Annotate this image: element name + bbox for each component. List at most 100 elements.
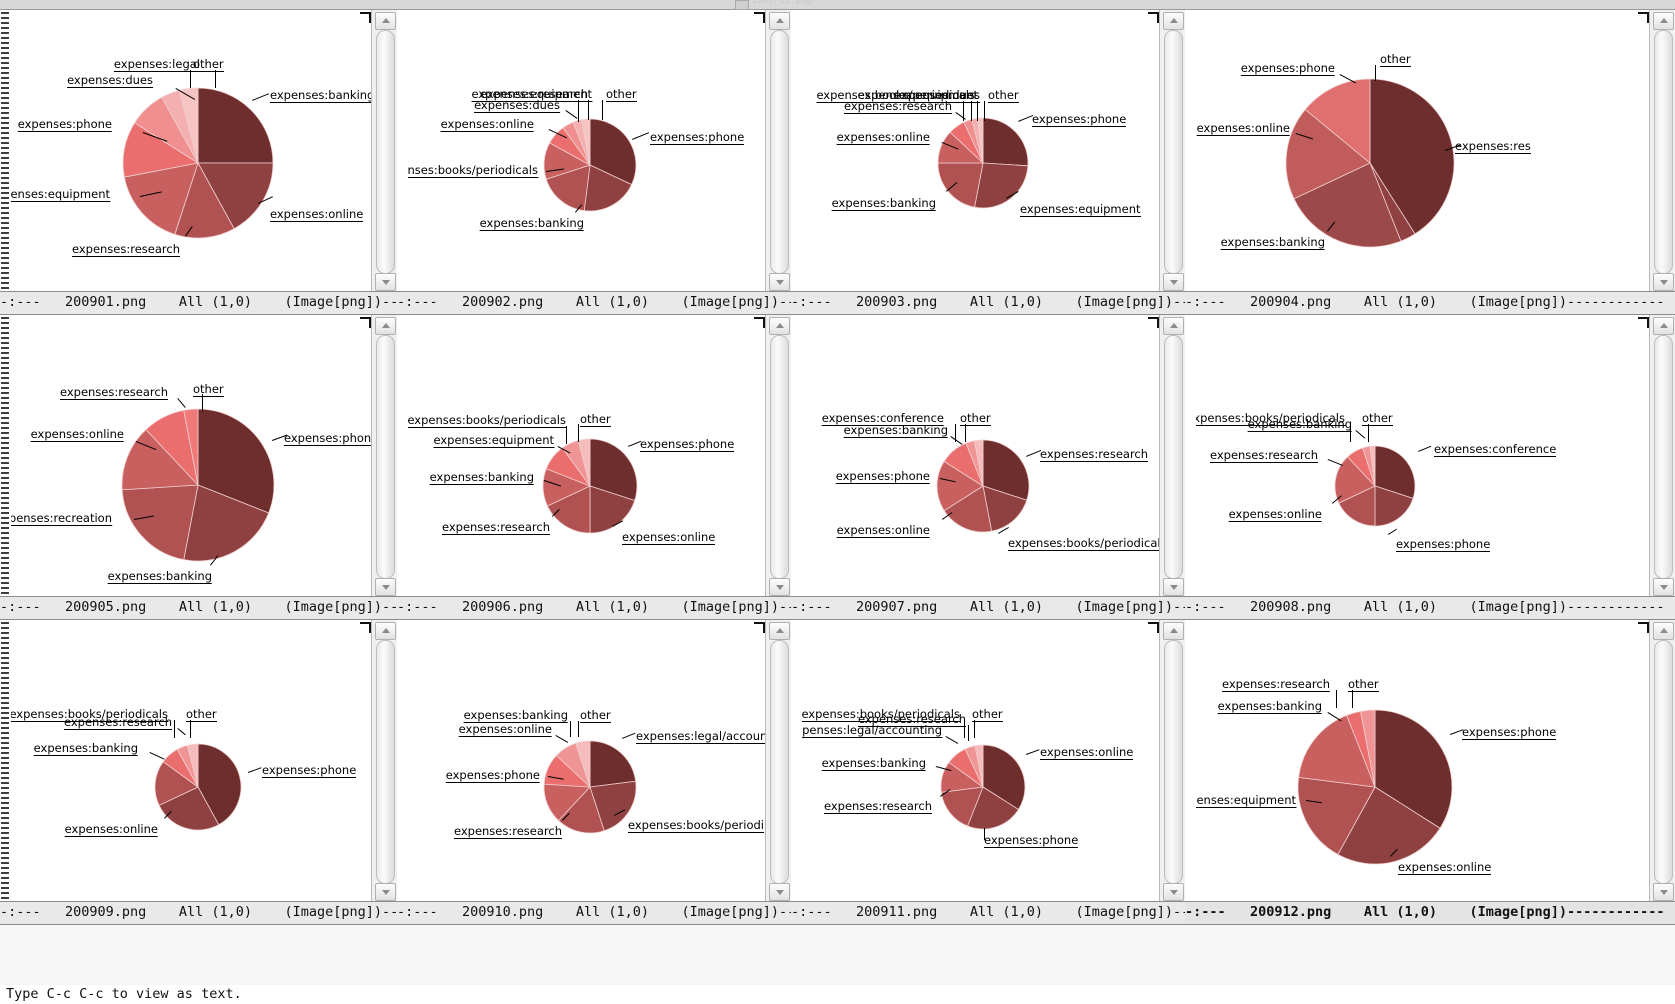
scrollbar-thumb[interactable] [1164,30,1183,274]
vertical-scrollbar[interactable] [1649,10,1675,293]
emacs-window-200912[interactable]: expenses:research other expenses:banking ex… [1185,620,1675,925]
image-canvas[interactable]: expenses:legal other expenses:dues expenses… [11,10,371,293]
mode-line-major-mode: (Image[png]) [648,904,780,920]
scrollbar-thumb[interactable] [1654,640,1673,884]
emacs-window-200903[interactable]: expenses:books/periodicals expenses:equip… [791,10,1185,315]
scroll-down-arrow-icon[interactable] [769,883,790,901]
scrollbar-thumb[interactable] [1164,335,1183,579]
scrollbar-thumb[interactable] [1654,335,1673,579]
window-row: expenses:legal other expenses:dues expenses… [0,10,1675,315]
pie-callout-label: expenses:phone [262,763,357,778]
mode-line[interactable]: -:--- 200904.png All (1,0) (Image[png])-… [1185,291,1675,315]
image-canvas[interactable]: expenses:books/periodicals other expenses:… [408,315,765,598]
image-canvas[interactable]: expenses:research other expenses:online exp… [11,315,371,598]
mode-line-status: -:--- [791,294,848,310]
emacs-window-200911[interactable]: expenses:books/periodicals other expenses:… [791,620,1185,925]
mode-line[interactable]: -:--- 200906.png All (1,0) (Image[png])-… [397,596,791,620]
scroll-down-arrow-icon[interactable] [375,578,396,596]
pie-slice [1304,78,1371,164]
scroll-up-arrow-icon[interactable] [375,12,396,30]
pie-callout-label: expenses:banking [1247,417,1352,432]
emacs-window-200902[interactable]: expenses:research expenses:equipment other… [397,10,791,315]
mode-line[interactable]: -:--- 200910.png All (1,0) (Image[png])-… [397,901,791,925]
scroll-up-arrow-icon[interactable] [1163,622,1184,640]
mode-line-major-mode: (Image[png]) [648,294,780,310]
scroll-down-arrow-icon[interactable] [1653,273,1674,291]
pie-callout-label: expenses:banking [270,89,371,103]
scroll-down-arrow-icon[interactable] [1653,578,1674,596]
image-canvas[interactable]: other expenses:phone expenses:online expens… [1196,10,1649,293]
vertical-scrollbar[interactable] [1159,10,1185,293]
emacs-window-200907[interactable]: expenses:conference other expenses:banking… [791,315,1185,620]
vertical-scrollbar[interactable] [371,620,397,903]
scrollbar-thumb[interactable] [770,335,789,579]
vertical-scrollbar[interactable] [765,315,791,598]
image-canvas[interactable]: expenses:books/periodicals other expenses:… [11,620,371,903]
pie-callout-label: expenses:legal [113,57,200,72]
scroll-up-arrow-icon[interactable] [375,317,396,335]
callout-leader-line [215,70,216,88]
pie-slice [1338,485,1376,527]
scroll-up-arrow-icon[interactable] [769,317,790,335]
pie-slice [1298,714,1376,788]
scroll-down-arrow-icon[interactable] [769,578,790,596]
scrollbar-thumb[interactable] [1164,640,1183,884]
vertical-scrollbar[interactable] [371,10,397,293]
emacs-window-200904[interactable]: other expenses:phone expenses:online expens… [1185,10,1675,315]
vertical-scrollbar[interactable] [1159,620,1185,903]
scroll-up-arrow-icon[interactable] [1653,12,1674,30]
mode-line[interactable]: -:--- 200901.png All (1,0) (Image[png])-… [0,291,397,315]
image-canvas[interactable]: expenses:books/periodicals other expenses:… [802,620,1159,903]
mode-line[interactable]: -:--- 200907.png All (1,0) (Image[png])-… [791,596,1185,620]
scrollbar-thumb[interactable] [376,640,395,884]
scroll-down-arrow-icon[interactable] [1163,883,1184,901]
scrollbar-thumb[interactable] [770,30,789,274]
emacs-window-200908[interactable]: expenses:books/periodicals other expenses:… [1185,315,1675,620]
pie-slice [183,408,199,486]
scroll-up-arrow-icon[interactable] [769,622,790,640]
callout-leader-line [964,720,965,738]
mode-line[interactable]: -:--- 200912.png All (1,0) (Image[png])-… [1185,901,1675,925]
scrollbar-thumb[interactable] [376,335,395,579]
vertical-scrollbar[interactable] [765,10,791,293]
vertical-scrollbar[interactable] [1649,315,1675,598]
vertical-scrollbar[interactable] [765,620,791,903]
scroll-down-arrow-icon[interactable] [769,273,790,291]
mode-line-filler: ------------ [1173,599,1185,615]
mode-line[interactable]: -:--- 200902.png All (1,0) (Image[png])-… [397,291,791,315]
scroll-down-arrow-icon[interactable] [1163,578,1184,596]
vertical-scrollbar[interactable] [1649,620,1675,903]
mode-line[interactable]: -:--- 200911.png All (1,0) (Image[png])-… [791,901,1185,925]
image-canvas[interactable]: expenses:banking other expenses:online expe… [408,620,765,903]
vertical-scrollbar[interactable] [371,315,397,598]
emacs-window-200909[interactable]: expenses:books/periodicals other expenses:… [0,620,397,925]
emacs-window-200910[interactable]: expenses:banking other expenses:online expe… [397,620,791,925]
scrollbar-thumb[interactable] [1654,30,1673,274]
image-canvas[interactable]: expenses:conference other expenses:banking… [802,315,1159,598]
emacs-window-200901[interactable]: expenses:legal other expenses:dues expenses… [0,10,397,315]
scroll-up-arrow-icon[interactable] [769,12,790,30]
scroll-up-arrow-icon[interactable] [1653,317,1674,335]
image-canvas[interactable]: expenses:books/periodicals other expenses:… [1196,315,1649,598]
scroll-down-arrow-icon[interactable] [375,273,396,291]
scrollbar-thumb[interactable] [376,30,395,274]
scroll-up-arrow-icon[interactable] [1653,622,1674,640]
mode-line[interactable]: -:--- 200903.png All (1,0) (Image[png])-… [791,291,1185,315]
image-canvas[interactable]: expenses:research other expenses:banking ex… [1196,620,1649,903]
emacs-window-200905[interactable]: expenses:research other expenses:online exp… [0,315,397,620]
emacs-window-200906[interactable]: expenses:books/periodicals other expenses:… [397,315,791,620]
image-canvas[interactable]: expenses:research expenses:equipment other… [408,10,765,293]
vertical-scrollbar[interactable] [1159,315,1185,598]
scrollbar-thumb[interactable] [770,640,789,884]
scroll-down-arrow-icon[interactable] [1653,883,1674,901]
image-canvas[interactable]: expenses:books/periodicals expenses:equip… [802,10,1159,293]
mode-line[interactable]: -:--- 200908.png All (1,0) (Image[png])-… [1185,596,1675,620]
scroll-down-arrow-icon[interactable] [1163,273,1184,291]
scroll-up-arrow-icon[interactable] [1163,317,1184,335]
mode-line[interactable]: -:--- 200909.png All (1,0) (Image[png])-… [0,901,397,925]
scroll-up-arrow-icon[interactable] [1163,12,1184,30]
scroll-down-arrow-icon[interactable] [375,883,396,901]
scroll-up-arrow-icon[interactable] [375,622,396,640]
mode-line[interactable]: -:--- 200905.png All (1,0) (Image[png])-… [0,596,397,620]
